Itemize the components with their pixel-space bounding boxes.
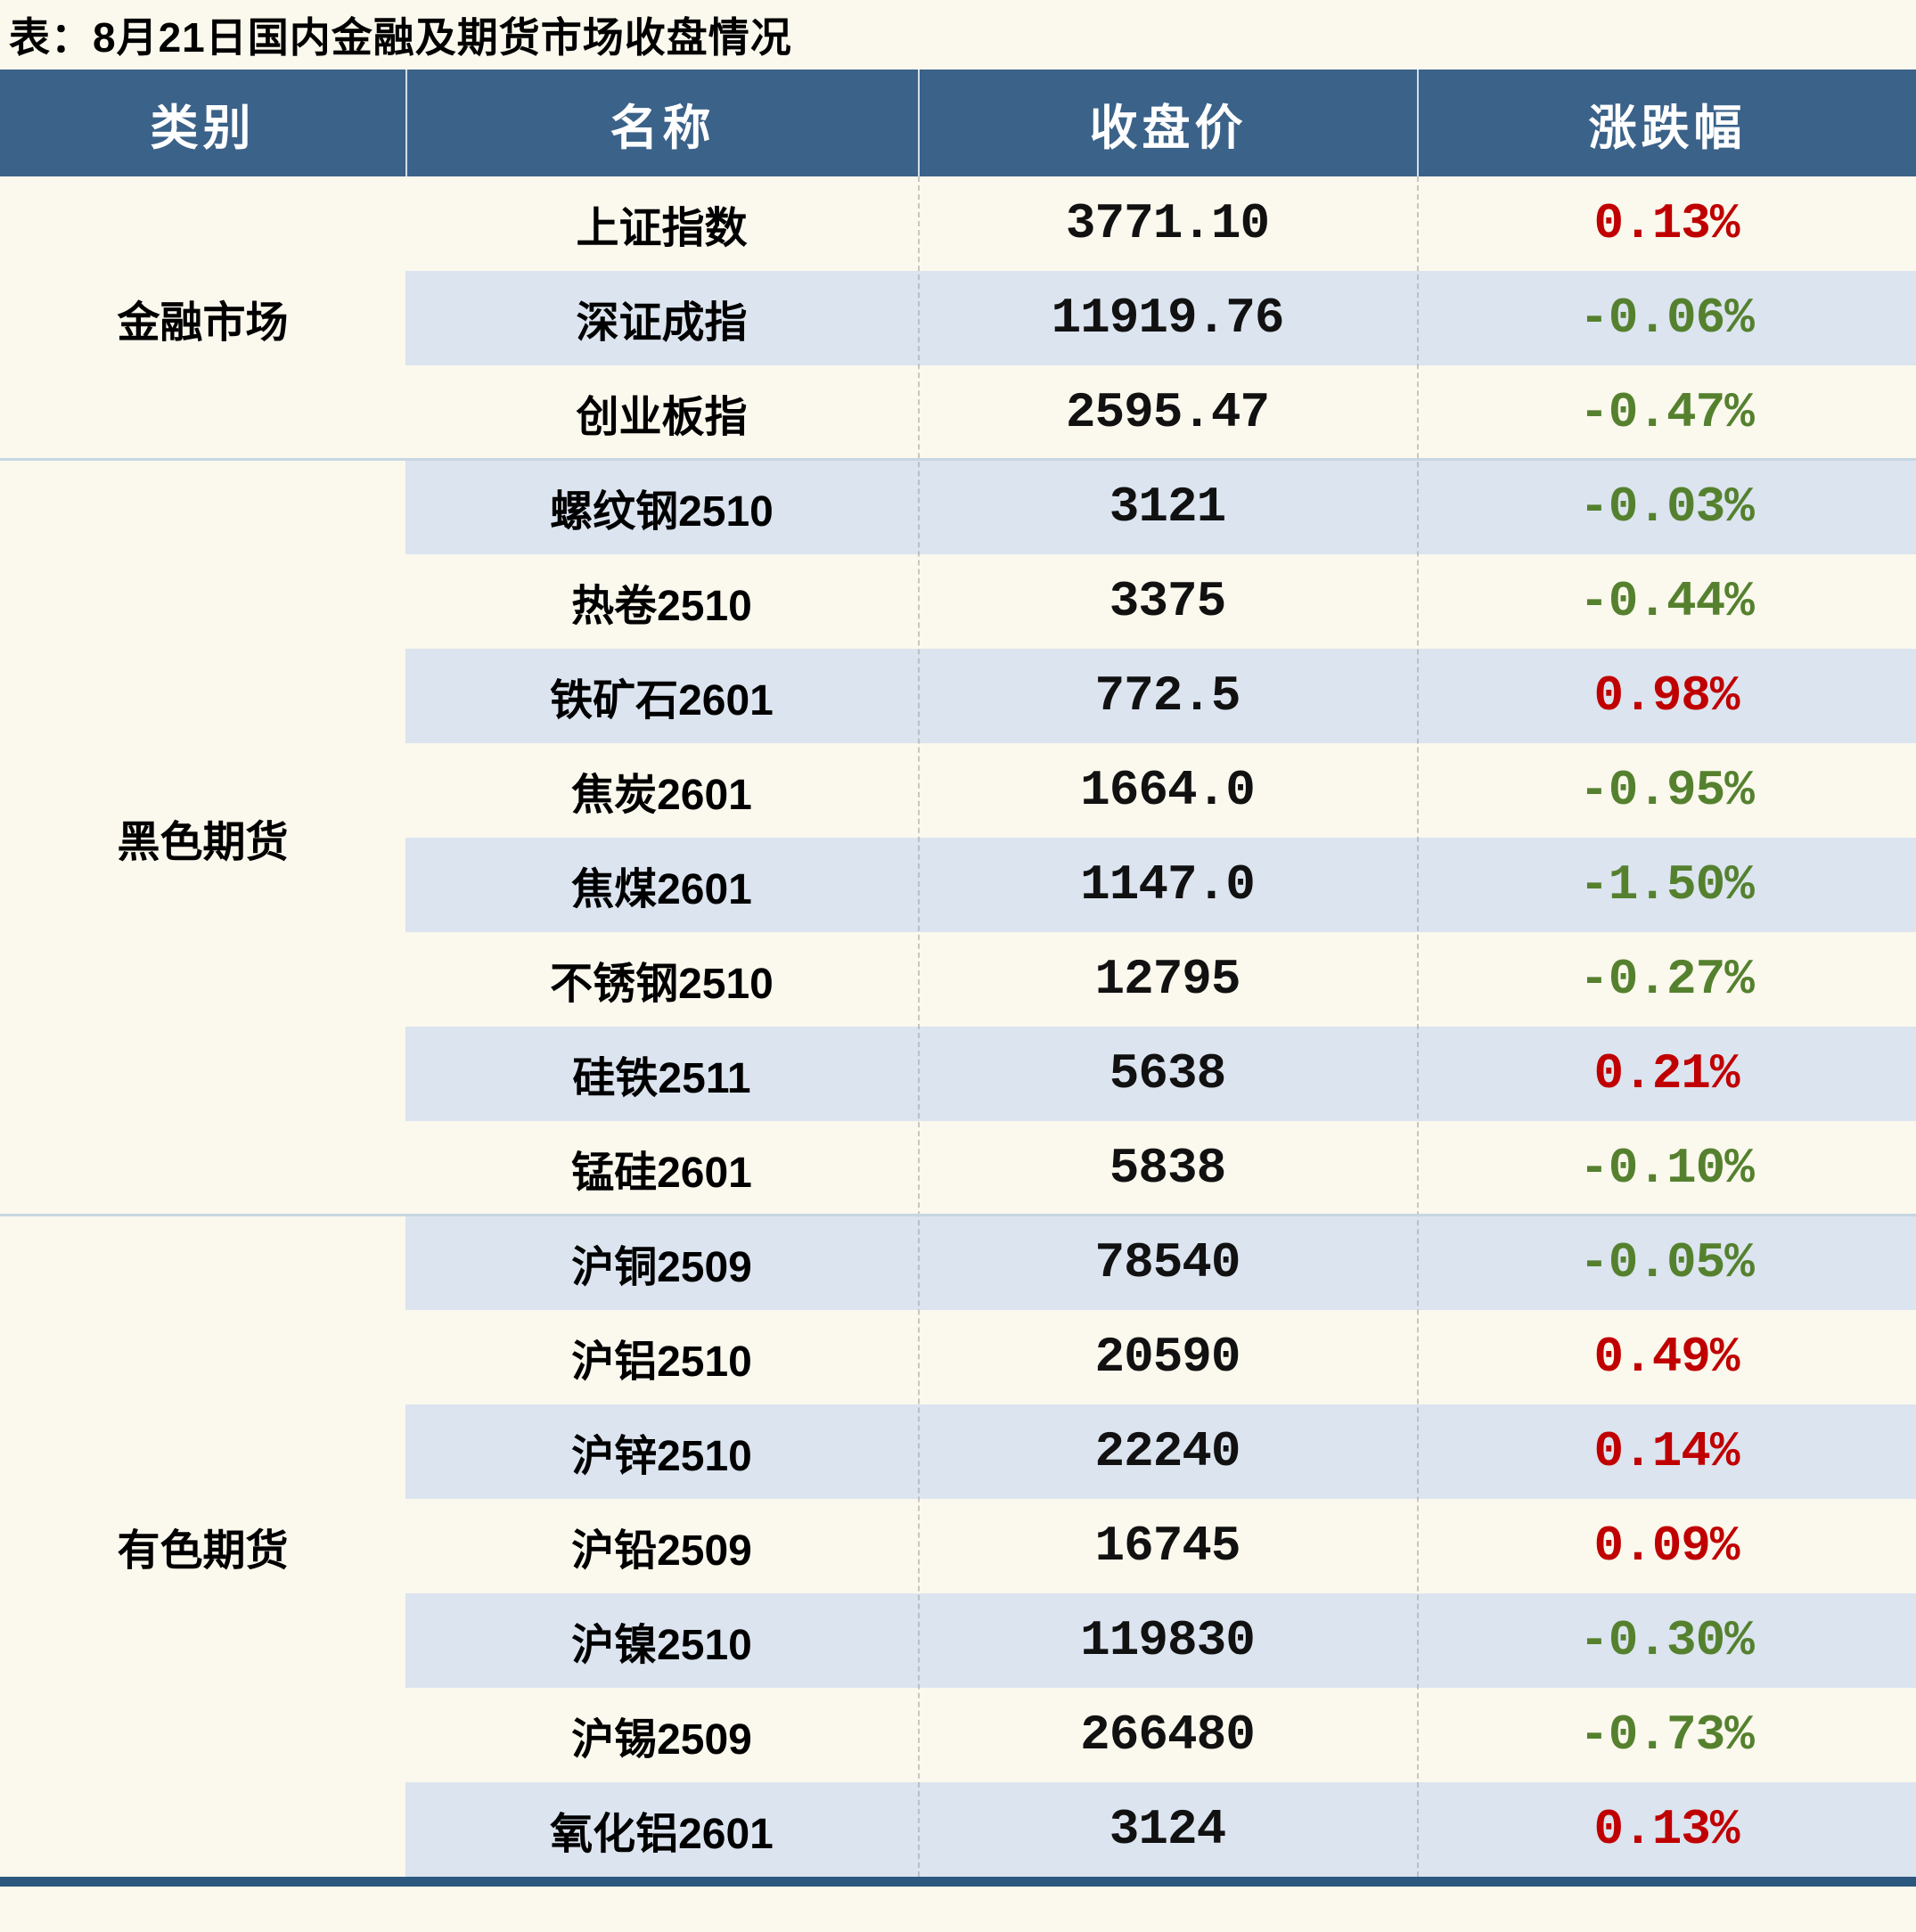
instrument-name: 不锈钢2510: [550, 961, 774, 1008]
category-cell: 有色期货: [117, 1527, 289, 1575]
change-percent-value: -0.95%: [1579, 762, 1755, 819]
market-close-table: 类别 名称 收盘价 涨跌幅 金融市场黑色期货有色期货 上证指数 3771.10 0.1…: [0, 70, 1916, 1887]
instrument-name: 氧化铝2601: [405, 1782, 918, 1877]
change-percent-value: -0.27%: [1579, 951, 1755, 1008]
page-title: 表：8月21日国内金融及期货市场收盘情况: [9, 14, 792, 61]
column-header-close-price: 收盘价: [918, 70, 1417, 176]
table-body: 金融市场黑色期货有色期货 上证指数 3771.10 0.13% 深证成指 11919.76…: [0, 176, 1916, 1877]
instrument-name: 上证指数: [576, 205, 748, 252]
change-percent-value: 0.21%: [1417, 1027, 1916, 1121]
instrument-name: 沪铝2510: [571, 1338, 752, 1386]
instrument-name: 螺纹钢2510: [405, 460, 918, 554]
change-percent-value: 0.14%: [1417, 1404, 1916, 1499]
change-percent-value: 0.13%: [1593, 195, 1740, 252]
change-percent-value: -0.05%: [1417, 1216, 1916, 1310]
change-percent-value: 0.09%: [1593, 1518, 1740, 1575]
instrument-name: 焦煤2601: [405, 838, 918, 932]
instrument-name: 沪铜2509: [405, 1216, 918, 1310]
instrument-name: 沪铅2509: [571, 1527, 752, 1575]
close-price-value: 3124: [918, 1782, 1417, 1877]
change-percent-value: 0.13%: [1417, 1782, 1916, 1877]
close-price-value: 1147.0: [918, 838, 1417, 932]
column-header-change-percent: 涨跌幅: [1417, 70, 1916, 176]
close-price-value: 11919.76: [918, 271, 1417, 365]
instrument-name: 硅铁2511: [405, 1027, 918, 1121]
change-percent-value: -0.30%: [1417, 1593, 1916, 1688]
column-header-name: 名称: [405, 70, 918, 176]
instrument-name: 沪镍2510: [405, 1593, 918, 1688]
close-price-value: 2595.47: [1065, 384, 1270, 441]
instrument-name: 深证成指: [405, 271, 918, 365]
close-price-value: 20590: [1094, 1329, 1240, 1386]
instrument-name: 热卷2510: [571, 583, 752, 630]
close-price-value: 5638: [918, 1027, 1417, 1121]
close-price-value: 3121: [918, 460, 1417, 554]
table-bottom-border: [0, 1877, 1916, 1887]
close-price-value: 22240: [918, 1404, 1417, 1499]
close-price-value: 772.5: [918, 649, 1417, 743]
instrument-name: 沪锡2509: [571, 1716, 752, 1764]
instrument-name: 创业板指: [576, 394, 748, 441]
close-price-value: 266480: [1080, 1707, 1256, 1764]
table-header-row: 类别 名称 收盘价 涨跌幅: [0, 70, 1916, 176]
change-percent-value: 0.49%: [1593, 1329, 1740, 1386]
category-cell: 黑色期货: [117, 819, 289, 866]
change-percent-value: -0.44%: [1579, 573, 1755, 630]
close-price-value: 1664.0: [1080, 762, 1256, 819]
instrument-name: 焦炭2601: [571, 772, 752, 819]
change-percent-value: 0.98%: [1417, 649, 1916, 743]
category-cell: 金融市场: [117, 299, 289, 347]
close-price-value: 78540: [918, 1216, 1417, 1310]
change-percent-value: -1.50%: [1417, 838, 1916, 932]
instrument-name: 沪锌2510: [405, 1404, 918, 1499]
close-price-value: 5838: [1109, 1140, 1226, 1197]
instrument-name: 锰硅2601: [571, 1150, 752, 1197]
close-price-value: 3375: [1109, 573, 1226, 630]
change-percent-value: -0.73%: [1579, 1707, 1755, 1764]
change-percent-value: -0.10%: [1579, 1140, 1755, 1197]
change-percent-value: -0.03%: [1417, 460, 1916, 554]
close-price-value: 119830: [918, 1593, 1417, 1688]
column-header-category: 类别: [150, 101, 256, 155]
instrument-name: 铁矿石2601: [405, 649, 918, 743]
close-price-value: 16745: [1094, 1518, 1240, 1575]
change-percent-value: -0.47%: [1579, 384, 1755, 441]
close-price-value: 3771.10: [1065, 195, 1270, 252]
change-percent-value: -0.06%: [1417, 271, 1916, 365]
close-price-value: 12795: [1094, 951, 1240, 1008]
